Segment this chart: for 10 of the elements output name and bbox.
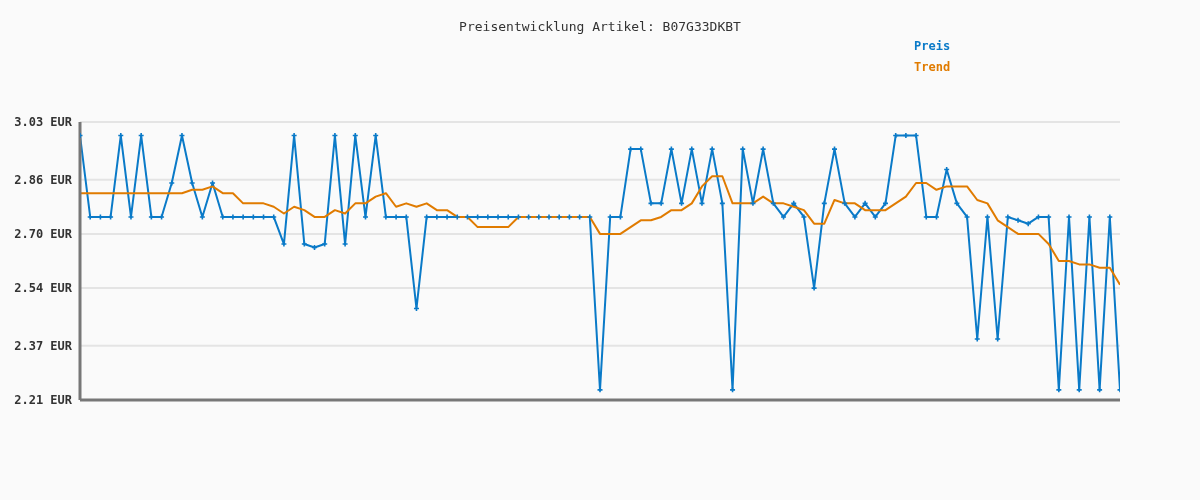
y-tick-label: 2.21 EUR [14, 393, 73, 408]
text: Trend [914, 59, 952, 76]
chart-title: Preisentwicklung Artikel: B07G33DKBT [458, 19, 742, 34]
y-tick-label: 2.70 EUR [14, 227, 73, 242]
text: Preis [914, 38, 952, 55]
y-tick-label: 2.37 EUR [14, 339, 73, 354]
y-tick-label: 3.03 EUR [14, 115, 73, 130]
line-series [80, 175, 1120, 286]
y-tick-label: 2.54 EUR [14, 281, 73, 296]
y-tick-label: 2.86 EUR [14, 172, 73, 187]
